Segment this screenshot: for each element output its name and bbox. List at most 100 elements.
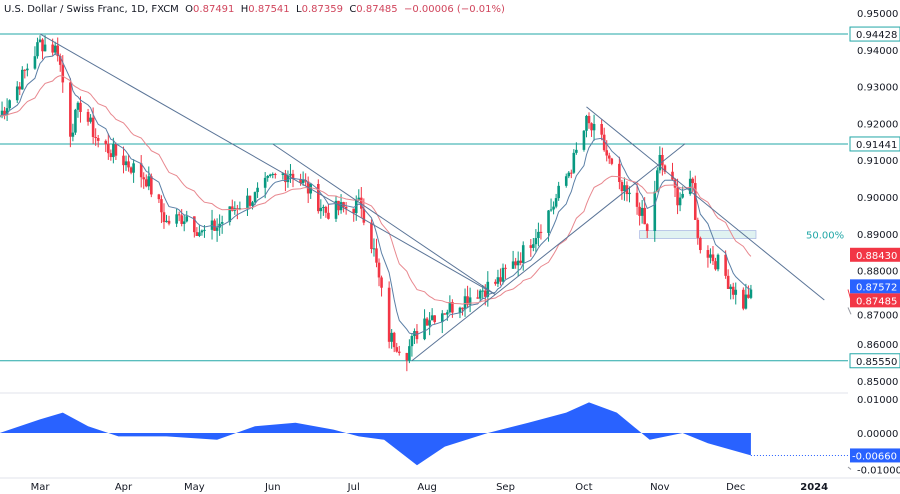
time-tick-label: Jun <box>264 482 281 493</box>
trendline <box>586 106 825 301</box>
candle-body <box>661 155 664 166</box>
candle-body <box>0 116 1 118</box>
candle-body <box>304 180 307 182</box>
candle-body <box>397 351 401 353</box>
candle-body <box>458 307 462 313</box>
candle-body <box>41 39 44 52</box>
candle-body <box>529 245 533 248</box>
symbol-title: U.S. Dollar / Swiss Franc, 1D, FXCM <box>4 4 179 15</box>
candle-body <box>3 110 6 115</box>
candle-body <box>71 132 75 137</box>
candle-body <box>511 261 515 269</box>
candle-body <box>428 320 431 326</box>
candle-body <box>360 197 363 209</box>
candle-body <box>147 176 151 187</box>
axis-label-connector <box>847 466 852 470</box>
candle-body <box>334 200 338 219</box>
candle-body <box>337 200 340 211</box>
candle-body <box>36 42 39 57</box>
candle-body <box>139 163 143 178</box>
candle-body <box>61 64 65 83</box>
candle-body <box>643 207 646 225</box>
candle-body <box>653 191 657 231</box>
price-badge-label: 0.87572 <box>856 282 897 293</box>
candle-body <box>645 224 649 231</box>
price-tick-label: 0.93000 <box>857 83 898 94</box>
candle-body <box>132 163 135 173</box>
candle-body <box>165 220 168 223</box>
candle-body <box>324 206 328 213</box>
candle-body <box>253 192 257 203</box>
candle-body <box>749 289 753 298</box>
candle-body <box>203 229 206 231</box>
candle-body <box>734 289 738 295</box>
price-tick-label: 0.94000 <box>857 46 898 57</box>
chart-legend: U.S. Dollar / Swiss Franc, 1D, FXCM O 0.8… <box>4 4 505 15</box>
candle-body <box>590 123 593 131</box>
candle-body <box>23 69 27 71</box>
time-tick-label: Aug <box>417 482 437 493</box>
candle-body <box>392 332 396 348</box>
candle-body <box>248 195 252 206</box>
time-tick-label: Dec <box>726 482 745 493</box>
candle-body <box>273 174 277 176</box>
candle-body <box>564 176 568 186</box>
candle-body <box>96 138 100 141</box>
candle-body <box>43 44 47 52</box>
candle-body <box>107 144 110 154</box>
candle-body <box>33 56 37 69</box>
candle-body <box>281 173 285 175</box>
price-tick-label: 0.88000 <box>857 267 898 278</box>
candle-body <box>671 171 674 180</box>
candle-body <box>185 216 189 222</box>
candle-body <box>575 149 578 153</box>
candle-body <box>425 318 429 326</box>
candle-body <box>443 313 447 315</box>
candle-body <box>433 315 436 323</box>
candle-body <box>607 155 611 159</box>
candle-body <box>499 277 502 282</box>
candle-body <box>451 302 454 313</box>
candle-body <box>180 215 183 224</box>
candle-body <box>144 179 148 187</box>
candle-body <box>504 267 507 269</box>
osc-tick-label: -0.01000 <box>857 465 900 476</box>
price-badge-label: 0.87485 <box>856 296 897 307</box>
candle-body <box>678 197 682 206</box>
close-value: 0.87485 <box>356 4 398 15</box>
candle-body <box>230 206 234 211</box>
candle-body <box>663 165 667 172</box>
candle-body <box>676 187 679 206</box>
candle-body <box>658 155 662 171</box>
candle-body <box>494 281 497 284</box>
candle-body <box>291 173 295 179</box>
candle-body <box>519 260 522 263</box>
candle-body <box>461 307 464 310</box>
candle-body <box>220 222 224 224</box>
candle-body <box>195 232 199 236</box>
low-label: L <box>296 4 302 15</box>
candle-body <box>142 177 146 180</box>
time-tick-label: Apr <box>115 482 133 493</box>
candle-body <box>415 331 419 340</box>
candle-body <box>623 185 626 192</box>
candle-body <box>228 206 232 223</box>
candle-body <box>656 170 659 192</box>
candle-body <box>58 56 62 65</box>
candle-body <box>714 261 717 270</box>
candle-body <box>711 254 715 262</box>
candle-body <box>673 179 677 188</box>
oscillator-area <box>0 402 751 466</box>
candle-body <box>357 197 361 201</box>
candle-body <box>731 286 735 295</box>
candle-body <box>91 117 95 138</box>
candle-body <box>200 230 204 233</box>
candle-body <box>256 187 259 193</box>
candle-body <box>468 297 472 305</box>
price-tick-label: 0.85000 <box>857 377 898 388</box>
candle-body <box>177 214 181 216</box>
price-badge <box>850 279 900 294</box>
open-label: O <box>185 4 194 15</box>
level-badge <box>849 353 900 369</box>
